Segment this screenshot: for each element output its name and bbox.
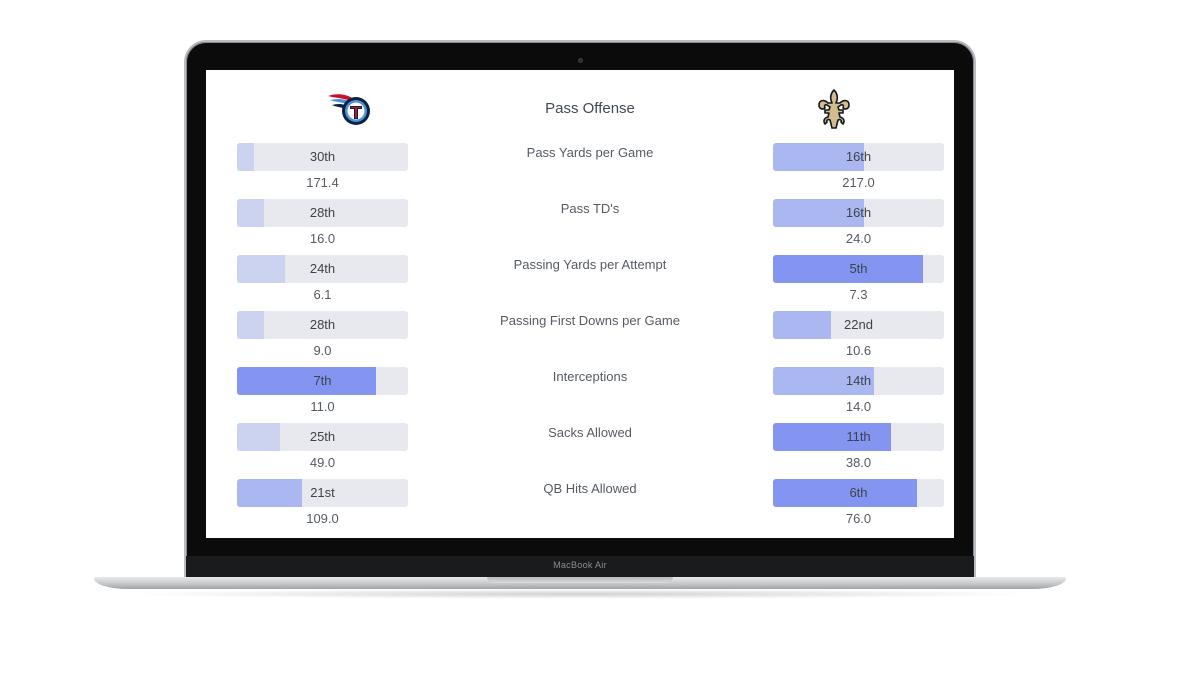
right-team-stat-value: 14.0 xyxy=(845,399,872,414)
left-team-rank-fill xyxy=(237,311,265,339)
saints-logo-icon xyxy=(816,88,852,130)
stat-label: Sacks Allowed xyxy=(548,425,632,440)
right-team-stat-value: 7.3 xyxy=(849,287,868,302)
left-team-stat-value: 171.4 xyxy=(306,175,339,190)
left-team-rank-bar: 24th xyxy=(237,255,408,283)
right-team-rank-bar: 16th xyxy=(773,199,944,227)
left-team-rank-bar: 28th xyxy=(237,311,408,339)
stat-label: Pass Yards per Game xyxy=(526,145,654,160)
left-team-rank-bar: 28th xyxy=(237,199,408,227)
right-team-rank: 16th xyxy=(845,149,872,164)
right-team-rank-bar: 5th xyxy=(773,255,944,283)
left-team-stat-value: 9.0 xyxy=(313,343,332,358)
right-team-rank: 5th xyxy=(849,261,868,276)
right-team-rank: 14th xyxy=(845,373,872,388)
section-title: Pass Offense xyxy=(545,100,635,117)
stat-label: Passing First Downs per Game xyxy=(500,313,680,328)
right-team-rank-bar: 6th xyxy=(773,479,944,507)
left-team-rank-bar: 21st xyxy=(237,479,408,507)
right-team-rank-bar: 14th xyxy=(773,367,944,395)
stat-row: 28th 16.0 16th 24.0 Pass TD's xyxy=(206,199,954,255)
right-team-stat-value: 76.0 xyxy=(845,511,872,526)
stat-label: QB Hits Allowed xyxy=(543,481,637,496)
stat-label: Passing Yards per Attempt xyxy=(513,257,667,272)
right-team-rank: 22nd xyxy=(844,317,873,332)
stat-row: 30th 171.4 16th 217.0 Pass Yards per Game xyxy=(206,143,954,199)
right-team-stat-value: 24.0 xyxy=(845,231,872,246)
left-team-rank-fill xyxy=(237,143,255,171)
laptop-shadow xyxy=(120,589,1040,599)
titans-logo-icon xyxy=(326,90,372,128)
left-team-stat-value: 49.0 xyxy=(309,455,336,470)
right-team-rank: 16th xyxy=(845,205,872,220)
left-team-rank-fill xyxy=(237,255,285,283)
laptop-base xyxy=(94,577,1066,589)
right-team-rank-fill xyxy=(773,479,917,507)
left-team-rank: 28th xyxy=(309,205,336,220)
device-model-label: MacBook Air xyxy=(553,560,607,570)
camera-icon xyxy=(578,58,583,63)
stat-row: 7th 11.0 14th 14.0 Interceptions xyxy=(206,367,954,423)
right-team-stat-value: 217.0 xyxy=(842,175,875,190)
left-team-rank: 21st xyxy=(310,485,335,500)
right-team-rank-bar: 11th xyxy=(773,423,944,451)
right-team-rank-bar: 22nd xyxy=(773,311,944,339)
screen: Pass Offense 30th 171.4 16th 217.0 Pass Yard… xyxy=(206,70,954,538)
stat-row: 24th 6.1 5th 7.3 Passing Yards per Attempt xyxy=(206,255,954,311)
laptop-hinge-notch xyxy=(487,577,673,583)
stat-label: Pass TD's xyxy=(560,201,620,216)
left-team-stat-value: 109.0 xyxy=(306,511,339,526)
right-team-stat-value: 38.0 xyxy=(845,455,872,470)
left-team-rank: 25th xyxy=(309,429,336,444)
left-team-rank-fill xyxy=(237,423,280,451)
stat-row: 25th 49.0 11th 38.0 Sacks Allowed xyxy=(206,423,954,479)
right-team-rank-fill xyxy=(773,255,924,283)
stat-row: 21st 109.0 6th 76.0 QB Hits Allowed xyxy=(206,479,954,535)
right-team-rank: 11th xyxy=(846,429,871,444)
left-team-rank: 7th xyxy=(313,373,332,388)
laptop-chin xyxy=(186,556,974,578)
left-team-stat-value: 6.1 xyxy=(313,287,332,302)
right-team-rank-fill xyxy=(773,143,864,171)
right-team-stat-value: 10.6 xyxy=(845,343,872,358)
left-team-stat-value: 16.0 xyxy=(309,231,336,246)
left-team-stat-value: 11.0 xyxy=(310,399,335,414)
left-team-rank: 30th xyxy=(309,149,336,164)
right-team-rank-fill xyxy=(773,199,864,227)
left-team-rank-bar: 25th xyxy=(237,423,408,451)
right-team-rank-fill xyxy=(773,367,874,395)
left-team-rank-fill xyxy=(237,367,376,395)
left-team-rank: 24th xyxy=(309,261,336,276)
left-team-rank-bar: 7th xyxy=(237,367,408,395)
right-team-rank-bar: 16th xyxy=(773,143,944,171)
right-team-rank-fill xyxy=(773,423,891,451)
left-team-rank-fill xyxy=(237,479,302,507)
left-team-rank: 28th xyxy=(309,317,336,332)
right-team-rank: 6th xyxy=(849,485,868,500)
left-team-rank-fill xyxy=(237,199,265,227)
left-team-rank-bar: 30th xyxy=(237,143,408,171)
stat-label: Interceptions xyxy=(552,369,628,384)
stat-row: 28th 9.0 22nd 10.6 Passing First Downs per G… xyxy=(206,311,954,367)
right-team-rank-fill xyxy=(773,311,832,339)
